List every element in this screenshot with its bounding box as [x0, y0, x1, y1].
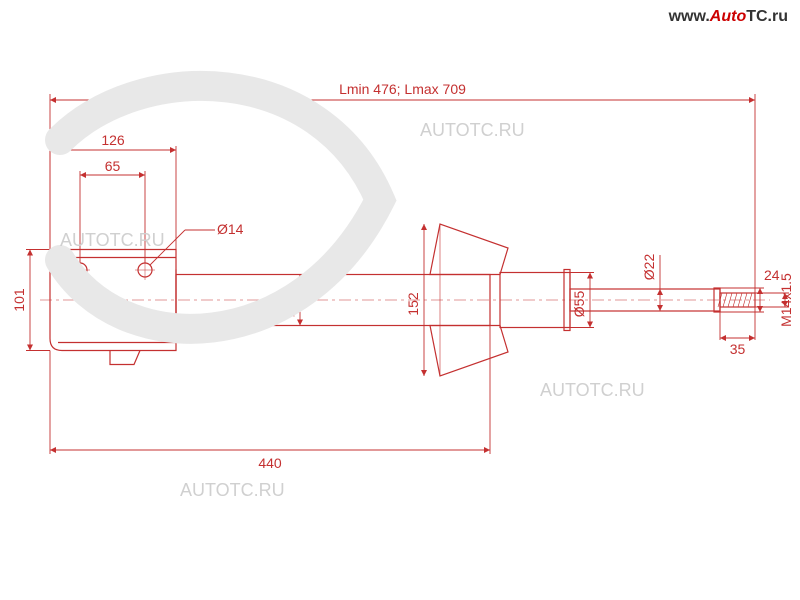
svg-text:Ø14: Ø14: [217, 221, 244, 237]
svg-text:152: 152: [405, 292, 421, 316]
site-url: www.AutoTC.ru: [669, 8, 788, 26]
svg-text:Ø22: Ø22: [641, 254, 657, 281]
technical-drawing: Lmin 476; Lmax 70912665Ø14101Ø51152Ø55Ø2…: [0, 0, 800, 600]
svg-text:101: 101: [11, 288, 27, 312]
svg-text:440: 440: [258, 455, 282, 471]
svg-text:Lmin 476; Lmax 709: Lmin 476; Lmax 709: [339, 81, 466, 97]
svg-text:Ø55: Ø55: [571, 291, 587, 318]
svg-text:35: 35: [730, 341, 746, 357]
svg-text:M14x1.5: M14x1.5: [778, 273, 794, 327]
svg-text:65: 65: [105, 158, 121, 174]
svg-text:126: 126: [101, 132, 125, 148]
